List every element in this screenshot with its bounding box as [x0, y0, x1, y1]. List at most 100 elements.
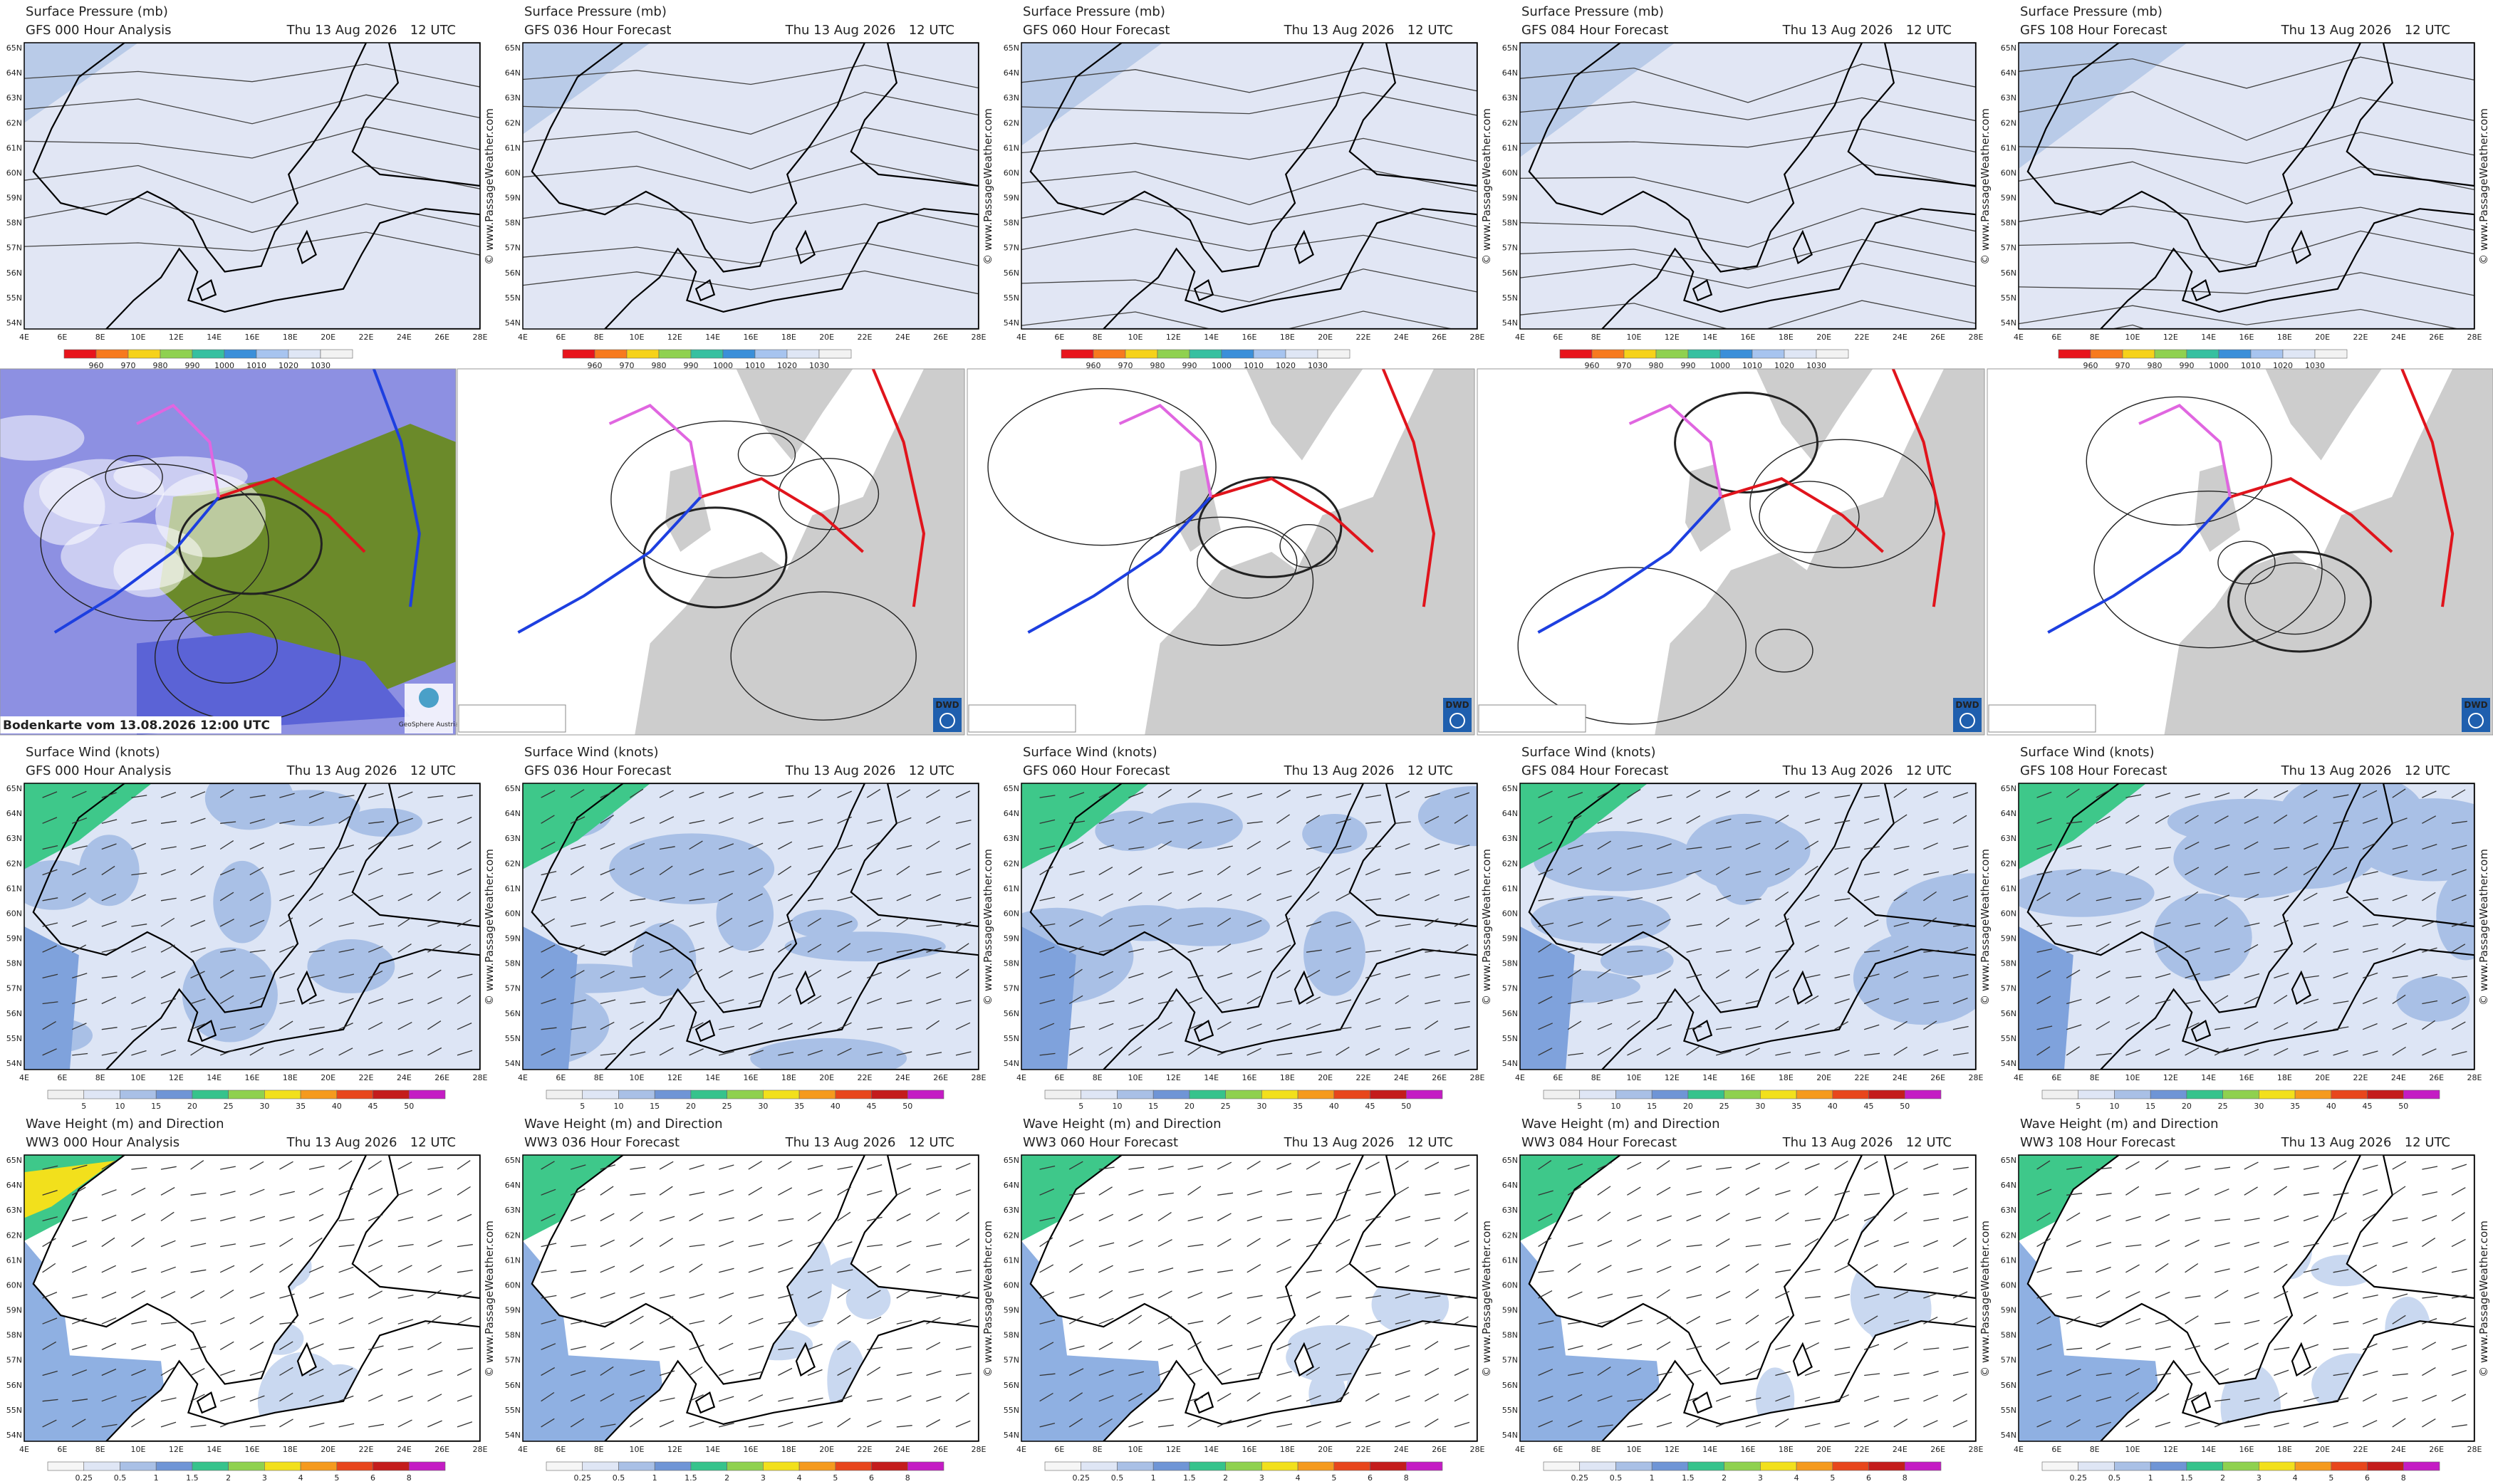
wind-barb: [1246, 919, 1262, 927]
wave-arrow: [1128, 1421, 1144, 1428]
wind-barb: [2451, 996, 2467, 1005]
wind-barb: [1952, 923, 1969, 927]
wave-arrow: [2244, 1161, 2259, 1170]
watermark: © www.PassageWeather.com: [1480, 108, 1493, 265]
wave-arrow: [1098, 1242, 1115, 1248]
wave-arrow: [630, 1166, 646, 1170]
isobar: [730, 591, 917, 721]
lon-label: 26E: [2429, 1445, 2444, 1454]
wind-barb: [308, 791, 324, 798]
wind-barb: [1745, 871, 1761, 876]
wind-barb: [689, 1022, 704, 1030]
coastline: [32, 1155, 368, 1385]
wave-arrow: [926, 1396, 942, 1402]
lat-label: 58N: [1004, 1331, 1019, 1340]
wave-arrow: [1538, 1237, 1552, 1248]
lon-label: 4E: [19, 1445, 29, 1454]
wave-arrow: [368, 1265, 383, 1273]
wind-barb: [926, 972, 942, 979]
colorbar-swatch: [1285, 349, 1318, 359]
wave-arrow: [1952, 1267, 1969, 1273]
lat-label: 59N: [1502, 934, 1518, 944]
colorbar-label: 40: [831, 1102, 840, 1111]
wind-barb: [308, 999, 325, 1005]
wind-barb: [541, 918, 556, 927]
wind-barb: [659, 968, 673, 978]
lon-label: 26E: [933, 1073, 948, 1082]
wave-arrow: [2422, 1266, 2437, 1273]
wave-arrow: [190, 1290, 205, 1299]
wind-area: [1021, 926, 1076, 1070]
wave-arrow: [570, 1215, 586, 1222]
wind-barb: [2155, 896, 2171, 902]
wind-barb: [926, 840, 940, 850]
wave-arrow: [2125, 1161, 2140, 1170]
wave-arrow: [1336, 1214, 1351, 1222]
colorbar-label: 1: [1650, 1473, 1655, 1483]
wave-arrow: [896, 1187, 911, 1196]
lat-label: 62N: [505, 1230, 521, 1240]
colorbar-label: 1.5: [186, 1473, 199, 1483]
lon-label: 16E: [245, 1445, 260, 1454]
lon-label: 18E: [283, 1073, 298, 1082]
wind-barb: [2036, 922, 2053, 927]
wind-barb: [397, 1050, 413, 1056]
panel-model: GFS 036 Hour Forecast: [524, 763, 671, 778]
lon-label: 14E: [207, 1445, 222, 1454]
lon-label: 16E: [1242, 1073, 1257, 1082]
wind-barb: [1425, 974, 1441, 979]
colorbar-swatch: [1615, 1461, 1653, 1471]
watermark: © www.PassageWeather.com: [2477, 108, 2490, 265]
wave-arrow: [1454, 1164, 1470, 1170]
lon-label: 22E: [1356, 1445, 1371, 1454]
wave-arrow: [2155, 1263, 2169, 1273]
wind-barb: [689, 1000, 705, 1005]
wave-arrow: [1923, 1370, 1939, 1376]
lon-label: 18E: [781, 1073, 796, 1082]
lat-label: 60N: [1502, 168, 1518, 177]
wind-barb: [1336, 892, 1350, 902]
wind-barb: [1187, 892, 1202, 902]
colorbar-swatch: [1655, 349, 1689, 359]
wind-barb: [457, 919, 472, 927]
colorbar-label: 6: [2365, 1473, 2370, 1483]
colorbar-swatch: [1333, 1090, 1370, 1099]
wave-arrow: [308, 1265, 324, 1273]
wind-barb: [1276, 895, 1292, 902]
wind-barb: [1395, 995, 1409, 1005]
wind-barb: [1098, 1023, 1114, 1030]
wind-barb: [249, 1023, 265, 1030]
wind-barb: [1336, 867, 1350, 876]
lon-label: 20E: [2315, 1073, 2330, 1082]
wind-barb: [279, 1049, 295, 1056]
wind-barb: [308, 1047, 324, 1056]
lon-label: 24E: [2391, 333, 2406, 342]
map: [1021, 783, 1477, 1070]
wave-arrow: [630, 1238, 644, 1248]
wave-arrow: [2274, 1422, 2289, 1428]
wind-barb: [427, 921, 443, 927]
wind-barb: [630, 898, 646, 902]
wind-barb: [1715, 790, 1731, 798]
wave-arrow: [2096, 1421, 2111, 1428]
wave-arrow: [541, 1161, 555, 1170]
lon-label: 10E: [131, 1445, 146, 1454]
wave-arrow: [1597, 1265, 1612, 1273]
wind-area: [2019, 926, 2073, 1070]
wind-barb: [1217, 998, 1233, 1005]
panel-date: Thu 13 Aug 2026: [2281, 1135, 2392, 1150]
wave-arrow: [131, 1237, 145, 1248]
coastline: [351, 783, 480, 928]
wind-barb: [2303, 1021, 2318, 1030]
wave-arrow: [748, 1161, 762, 1170]
lon-label: 4E: [1016, 1073, 1026, 1082]
wave-arrow: [1365, 1393, 1380, 1402]
lon-label: 28E: [972, 1073, 987, 1082]
map-frame: [2018, 1154, 2475, 1442]
lat-label: 60N: [6, 909, 22, 918]
lon-label: 12E: [1166, 1445, 1181, 1454]
panel-time: 12 UTC: [1407, 763, 1453, 778]
land: [1145, 369, 1474, 735]
wind-barb: [2362, 842, 2378, 850]
panel-model: GFS 036 Hour Forecast: [524, 23, 671, 38]
